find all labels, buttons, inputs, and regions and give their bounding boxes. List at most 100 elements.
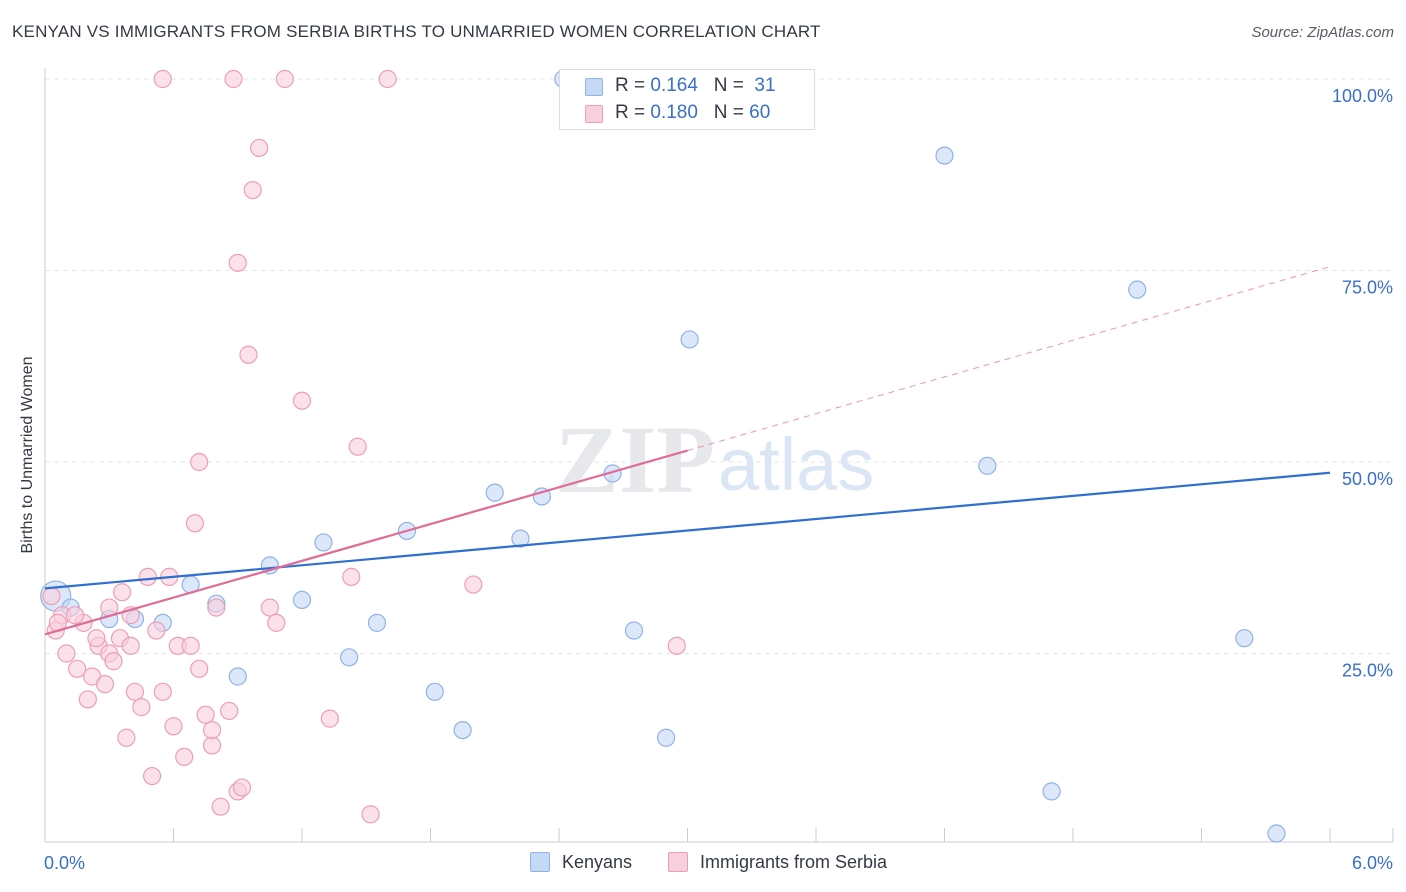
serbia-point bbox=[207, 598, 226, 617]
serbia-point bbox=[87, 629, 106, 648]
serbia-point bbox=[202, 720, 222, 740]
kenyans-point bbox=[485, 483, 504, 502]
serbia-point bbox=[320, 709, 339, 728]
series-legend: Kenyans Immigrants from Serbia bbox=[0, 852, 1406, 876]
serbia-point bbox=[42, 586, 61, 606]
x-tick-label-max: 6.0% bbox=[1352, 853, 1393, 873]
serbia-point bbox=[57, 644, 76, 663]
legend-kenyans-swatch bbox=[530, 852, 550, 872]
serbia-r-value: 0.180 bbox=[650, 102, 698, 123]
serbia-point bbox=[378, 69, 397, 89]
kenyans-point bbox=[367, 613, 387, 632]
serbia-point bbox=[275, 69, 294, 89]
kenyans-point bbox=[1042, 782, 1061, 801]
kenyans-point bbox=[453, 720, 472, 740]
serbia-point bbox=[243, 180, 262, 200]
kenyans-point bbox=[532, 487, 551, 506]
kenyans-point bbox=[680, 330, 699, 349]
watermark-atlas: atlas bbox=[718, 423, 874, 506]
legend-serbia-swatch bbox=[668, 852, 688, 872]
kenyans-n-value: 31 bbox=[754, 75, 776, 96]
serbia-point bbox=[117, 728, 136, 747]
serbia-point bbox=[68, 659, 87, 678]
kenyans-swatch bbox=[585, 78, 603, 96]
serbia-point bbox=[138, 567, 157, 587]
y-tick-label: 75.0% bbox=[1342, 278, 1393, 298]
serbia-point bbox=[185, 514, 205, 533]
serbia-point bbox=[667, 636, 686, 655]
serbia-point bbox=[125, 682, 145, 701]
serbia-point bbox=[232, 778, 252, 797]
serbia-point bbox=[220, 701, 239, 721]
kenyans-point bbox=[656, 728, 676, 747]
kenyans-point bbox=[228, 667, 247, 686]
serbia-point bbox=[211, 797, 230, 816]
x-tick-label-min: 0.0% bbox=[44, 853, 85, 873]
y-tick-label: 50.0% bbox=[1342, 469, 1393, 489]
serbia-point bbox=[348, 437, 367, 456]
kenyans-point bbox=[425, 682, 444, 701]
y-tick-label: 100.0% bbox=[1332, 86, 1393, 106]
serbia-point bbox=[95, 675, 115, 694]
kenyans-point bbox=[624, 621, 644, 640]
serbia-swatch bbox=[585, 105, 603, 123]
serbia-point bbox=[292, 391, 312, 410]
stats-legend: R = 0.164 N = 31 R = 0.180 N = 60 bbox=[559, 69, 815, 130]
serbia-point bbox=[239, 345, 258, 364]
kenyans-point bbox=[1267, 824, 1286, 843]
serbia-point bbox=[228, 253, 247, 272]
kenyans-point bbox=[340, 648, 359, 667]
serbia-point bbox=[112, 583, 132, 602]
serbia-point bbox=[121, 636, 140, 655]
kenyans-n-label: N = bbox=[713, 75, 750, 96]
serbia-point bbox=[181, 636, 200, 655]
serbia-point bbox=[190, 659, 209, 678]
source-label: Source: ZipAtlas.com bbox=[1251, 24, 1394, 41]
kenyans-point bbox=[292, 590, 312, 609]
serbia-point bbox=[164, 717, 183, 736]
serbia-point bbox=[78, 690, 97, 709]
serbia-point bbox=[153, 682, 172, 701]
watermark-zip: ZIP bbox=[555, 406, 715, 513]
serbia-point bbox=[260, 598, 279, 617]
serbia-point bbox=[361, 805, 380, 824]
kenyans-r-value: 0.164 bbox=[650, 75, 698, 96]
serbia-r-label: R = bbox=[615, 102, 651, 123]
serbia-point bbox=[224, 69, 243, 89]
serbia-point bbox=[196, 705, 215, 724]
serbia-trend-line bbox=[44, 449, 688, 636]
legend-item-kenyans[interactable]: Kenyans bbox=[530, 852, 632, 873]
kenyans-point bbox=[511, 529, 530, 548]
serbia-point bbox=[267, 613, 286, 632]
kenyans-point bbox=[314, 533, 333, 552]
serbia-point bbox=[142, 766, 162, 786]
kenyans-point bbox=[1128, 280, 1147, 299]
legend-item-serbia[interactable]: Immigrants from Serbia bbox=[668, 852, 887, 873]
serbia-point bbox=[147, 621, 166, 640]
serbia-point bbox=[342, 567, 361, 587]
kenyans-point bbox=[1235, 629, 1254, 648]
kenyans-trend-line bbox=[44, 471, 1331, 590]
serbia-point bbox=[202, 736, 222, 755]
kenyans-r-label: R = bbox=[615, 75, 651, 96]
legend-row-kenyans: R = 0.164 N = 31 bbox=[585, 75, 776, 97]
legend-serbia-label: Immigrants from Serbia bbox=[700, 852, 888, 872]
serbia-point bbox=[464, 575, 483, 594]
serbia-n-value: 60 bbox=[749, 102, 771, 123]
serbia-point bbox=[175, 747, 194, 767]
legend-row-serbia: R = 0.180 N = 60 bbox=[585, 102, 771, 124]
serbia-point bbox=[65, 606, 85, 625]
serbia-point bbox=[250, 138, 269, 158]
serbia-n-label: N = bbox=[713, 102, 750, 123]
chart-title: KENYAN VS IMMIGRANTS FROM SERBIA BIRTHS … bbox=[12, 22, 821, 41]
y-tick-label: 25.0% bbox=[1342, 661, 1393, 681]
serbia-point bbox=[104, 652, 123, 671]
kenyans-point bbox=[978, 456, 997, 475]
serbia-trend-extension bbox=[687, 266, 1331, 451]
legend-kenyans-label: Kenyans bbox=[562, 852, 633, 872]
serbia-point bbox=[132, 698, 151, 717]
serbia-point bbox=[190, 452, 209, 472]
serbia-point bbox=[153, 69, 172, 89]
kenyans-point bbox=[935, 146, 954, 165]
